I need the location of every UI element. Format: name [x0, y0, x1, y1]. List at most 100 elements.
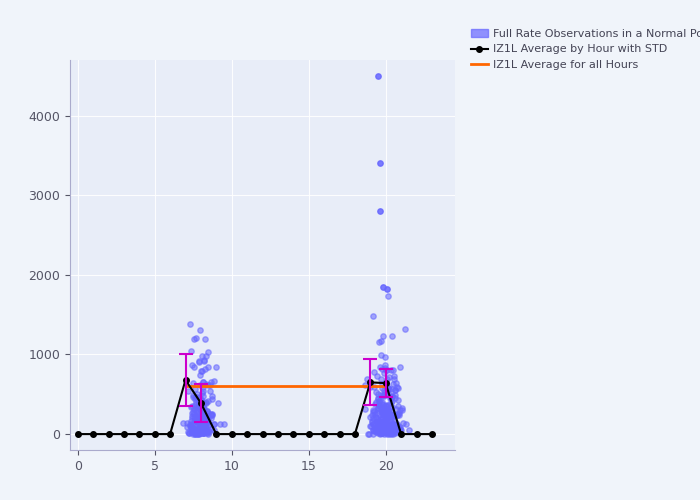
Point	[191, 418, 202, 426]
Point	[370, 413, 382, 421]
Point	[197, 408, 208, 416]
Point	[387, 420, 398, 428]
Point	[190, 416, 201, 424]
Point	[383, 430, 394, 438]
Point	[383, 424, 394, 432]
Point	[389, 390, 400, 398]
Point	[192, 408, 203, 416]
Point	[382, 384, 393, 392]
Point	[379, 352, 391, 360]
Point	[382, 428, 393, 436]
Point	[392, 420, 403, 428]
Point	[370, 398, 382, 406]
Point	[368, 406, 379, 414]
Point	[199, 414, 210, 422]
Point	[376, 390, 387, 398]
Point	[186, 428, 197, 436]
Point	[381, 415, 392, 423]
Point	[365, 413, 376, 421]
Point	[193, 418, 204, 426]
Point	[195, 418, 206, 426]
Point	[373, 418, 384, 426]
Point	[371, 414, 382, 422]
Point	[381, 423, 392, 431]
Point	[385, 426, 396, 434]
Point	[200, 412, 211, 420]
Point	[187, 402, 198, 410]
Point	[388, 380, 399, 388]
Point	[379, 364, 391, 372]
Point	[192, 398, 203, 406]
Point	[368, 414, 379, 422]
Point	[391, 412, 402, 420]
Point	[403, 426, 414, 434]
Point	[182, 386, 193, 394]
Point	[377, 390, 388, 398]
Point	[381, 387, 392, 395]
Point	[377, 427, 388, 435]
Point	[197, 384, 209, 392]
Point	[193, 412, 204, 420]
Point	[195, 429, 206, 437]
Point	[382, 406, 393, 413]
Point	[375, 421, 386, 429]
Point	[377, 429, 388, 437]
Point	[188, 405, 199, 413]
Point	[202, 396, 214, 404]
Point	[390, 423, 401, 431]
Point	[378, 386, 389, 394]
Point	[197, 419, 209, 427]
Point	[380, 382, 391, 390]
Point	[382, 285, 393, 293]
Point	[195, 370, 206, 378]
Point	[389, 372, 400, 380]
Point	[377, 410, 388, 418]
Point	[187, 414, 198, 422]
Point	[190, 428, 201, 436]
Point	[194, 358, 205, 366]
IZ1L Average by Hour with STD	[258, 431, 267, 437]
Point	[378, 422, 389, 430]
Point	[199, 364, 211, 372]
IZ1L Average by Hour with STD	[89, 431, 97, 437]
Point	[186, 423, 197, 431]
Point	[183, 429, 195, 437]
Point	[384, 404, 395, 411]
Point	[374, 424, 385, 432]
Point	[384, 427, 395, 435]
Point	[392, 426, 403, 434]
Point	[382, 376, 393, 384]
Point	[379, 426, 391, 434]
Point	[378, 410, 389, 418]
Point	[372, 426, 383, 434]
Point	[196, 416, 207, 424]
Point	[372, 410, 383, 418]
Point	[372, 418, 383, 426]
Point	[192, 430, 203, 438]
Point	[206, 414, 217, 422]
Point	[368, 427, 379, 435]
Point	[194, 326, 205, 334]
Point	[196, 408, 207, 416]
Point	[192, 428, 203, 436]
Point	[199, 420, 210, 428]
Point	[389, 412, 400, 420]
Point	[206, 410, 217, 418]
Point	[204, 387, 216, 395]
Point	[194, 429, 205, 437]
Point	[364, 383, 375, 391]
Point	[381, 410, 392, 418]
Point	[372, 424, 383, 432]
Point	[375, 374, 386, 382]
Point	[376, 422, 387, 430]
Point	[209, 378, 220, 386]
Point	[389, 386, 400, 394]
Point	[367, 410, 378, 418]
Point	[365, 380, 376, 388]
Point	[189, 408, 200, 416]
Point	[392, 424, 403, 432]
Point	[381, 420, 392, 428]
Point	[373, 415, 384, 423]
Point	[373, 397, 384, 405]
Point	[379, 368, 390, 376]
